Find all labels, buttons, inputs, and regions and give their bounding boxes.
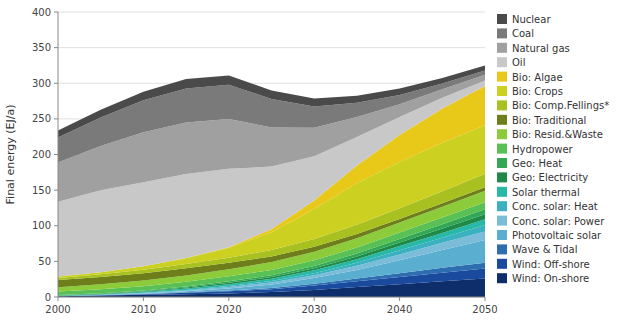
y-tick-label: 50 <box>38 256 51 267</box>
legend-swatch <box>497 273 507 283</box>
legend-swatch <box>497 187 507 197</box>
legend-swatch <box>497 230 507 240</box>
y-tick <box>54 190 58 191</box>
legend-label: Solar thermal <box>512 187 580 198</box>
legend-swatch <box>497 57 507 67</box>
grid-line <box>58 297 485 298</box>
y-tick <box>54 261 58 262</box>
y-tick-label: 250 <box>32 113 51 124</box>
x-tick-label: 2010 <box>131 304 156 315</box>
y-tick-label: 300 <box>32 78 51 89</box>
x-tick <box>399 297 400 301</box>
legend-swatch <box>497 144 507 154</box>
y-tick <box>54 154 58 155</box>
x-tick-label: 2050 <box>472 304 497 315</box>
x-tick-label: 2020 <box>216 304 241 315</box>
legend-label: Bio: Resid.&Waste <box>512 129 603 140</box>
x-tick <box>485 297 486 301</box>
legend-label: Conc. solar: Power <box>512 216 605 227</box>
y-tick-label: 400 <box>32 7 51 18</box>
x-tick-label: 2000 <box>45 304 70 315</box>
legend-label: Bio: Comp.Fellings* <box>512 100 609 111</box>
y-axis-label: Final energy (EJ/a) <box>4 105 17 205</box>
legend-label: Photovoltaic solar <box>512 230 602 241</box>
y-tick-label: 0 <box>45 292 51 303</box>
grid <box>58 12 485 297</box>
y-tick <box>54 225 58 226</box>
legend-label: Geo: Electricity <box>512 172 588 183</box>
legend-swatch <box>497 244 507 254</box>
x-axis-line <box>58 297 485 298</box>
x-tick <box>143 297 144 301</box>
legend-swatch <box>497 216 507 226</box>
area <box>58 65 485 137</box>
legend-swatch <box>497 158 507 168</box>
y-tick <box>54 118 58 119</box>
areas <box>58 65 485 297</box>
legend-swatch <box>497 201 507 211</box>
x-tick-label: 2040 <box>387 304 412 315</box>
legend-label: Wave & Tidal <box>512 244 577 255</box>
y-tick <box>54 47 58 48</box>
x-tick <box>228 297 229 301</box>
legend-label: Hydropower <box>512 144 574 155</box>
x-tick <box>58 297 59 301</box>
legend-label: Oil <box>512 57 525 68</box>
legend: Nuclear Coal Natural gas Oil Bio: Algae Bio: … <box>497 14 609 284</box>
y-tick-label: 100 <box>32 220 51 231</box>
legend-swatch <box>497 28 507 38</box>
y-tick-label: 200 <box>32 149 51 160</box>
legend-swatch <box>497 259 507 269</box>
y-tick-label: 350 <box>32 42 51 53</box>
legend-swatch <box>497 100 507 110</box>
x-tick <box>314 297 315 301</box>
chart: 0 50 100 150 200 250 300 350 400 2000 2010 2020 2030… <box>0 0 635 325</box>
legend-swatch <box>497 129 507 139</box>
legend-swatch <box>497 86 507 96</box>
legend-label: Nuclear <box>512 14 551 25</box>
legend-label: Natural gas <box>512 43 570 54</box>
legend-swatch <box>497 43 507 53</box>
legend-swatch <box>497 72 507 82</box>
legend-label: Wind: Off-shore <box>512 259 590 270</box>
legend-label: Bio: Crops <box>512 86 563 97</box>
y-tick-label: 150 <box>32 185 51 196</box>
grid-line <box>58 12 485 13</box>
legend-label: Wind: On-shore <box>512 273 589 284</box>
legend-label: Conc. solar: Heat <box>512 201 598 212</box>
legend-swatch <box>497 172 507 182</box>
legend-label: Geo: Heat <box>512 158 562 169</box>
y-tick <box>54 297 58 298</box>
legend-label: Bio: Traditional <box>512 115 586 126</box>
legend-swatch <box>497 115 507 125</box>
y-tick <box>54 12 58 13</box>
x-tick-label: 2030 <box>301 304 326 315</box>
axes: 0 50 100 150 200 250 300 350 400 2000 2010 2020 2030… <box>32 7 498 316</box>
legend-label: Bio: Algae <box>512 72 563 83</box>
grid-line <box>58 47 485 48</box>
legend-label: Coal <box>512 28 534 39</box>
legend-swatch <box>497 14 507 24</box>
y-tick <box>54 83 58 84</box>
